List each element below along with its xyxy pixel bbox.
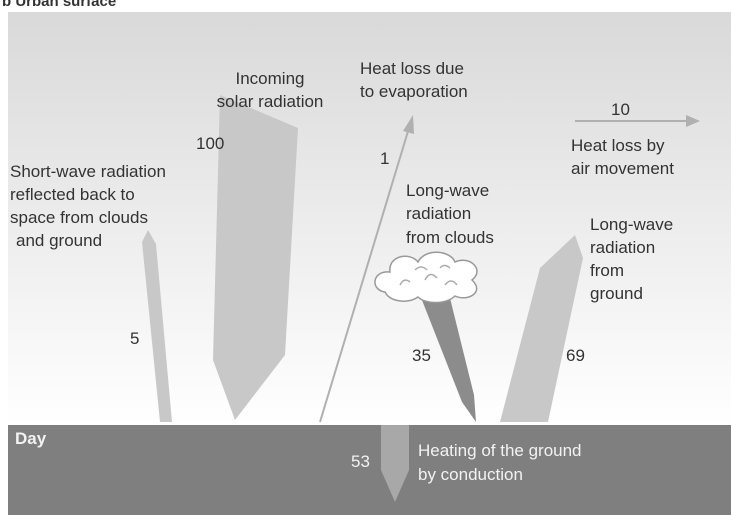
air-label: Heat loss by [571,136,665,155]
cloud-detail [399,264,458,286]
reflected-label: space from clouds [10,208,148,227]
conduction-label: Heating of the ground [418,441,582,460]
ground-label: Long-wave [590,215,673,234]
sky [8,12,731,425]
evaporation-label: Heat loss due [360,59,464,78]
conduction-label: by conduction [418,465,523,484]
cloud-label: radiation [406,204,471,223]
reflected-label: and ground [16,231,102,250]
reflected-label: reflected back to [10,185,135,204]
air-head [686,115,700,127]
air-value: 10 [611,100,630,119]
day-label: Day [15,429,47,448]
solar-arrow [213,95,298,420]
ground [8,425,731,515]
reflected-value: 5 [130,329,139,348]
evaporation-head [403,115,414,134]
ground-label: radiation [590,238,655,257]
evaporation-label: to evaporation [360,82,468,101]
title: b Urban surface [2,0,116,10]
solar-label: Incoming [236,69,305,88]
labels: Incoming solar radiation 100 Heat loss d… [10,59,674,484]
cloud-label: from clouds [406,228,494,247]
ground-arrow [500,235,583,422]
solar-label: solar radiation [217,92,324,111]
cloud-arrow [420,290,476,422]
air-label: air movement [571,159,674,178]
evaporation-value: 1 [380,149,389,168]
solar-value: 100 [196,134,224,153]
evaporation-line [319,127,410,423]
ground-label: from [590,261,624,280]
conduction-arrow [381,425,409,502]
ground-label: ground [590,284,643,303]
reflected-arrow [142,230,172,422]
conduction-value: 53 [351,452,370,471]
ground-value: 69 [566,346,585,365]
reflected-label: Short-wave radiation [10,162,166,181]
cloud-value: 35 [412,346,431,365]
cloud-label: Long-wave [406,181,489,200]
